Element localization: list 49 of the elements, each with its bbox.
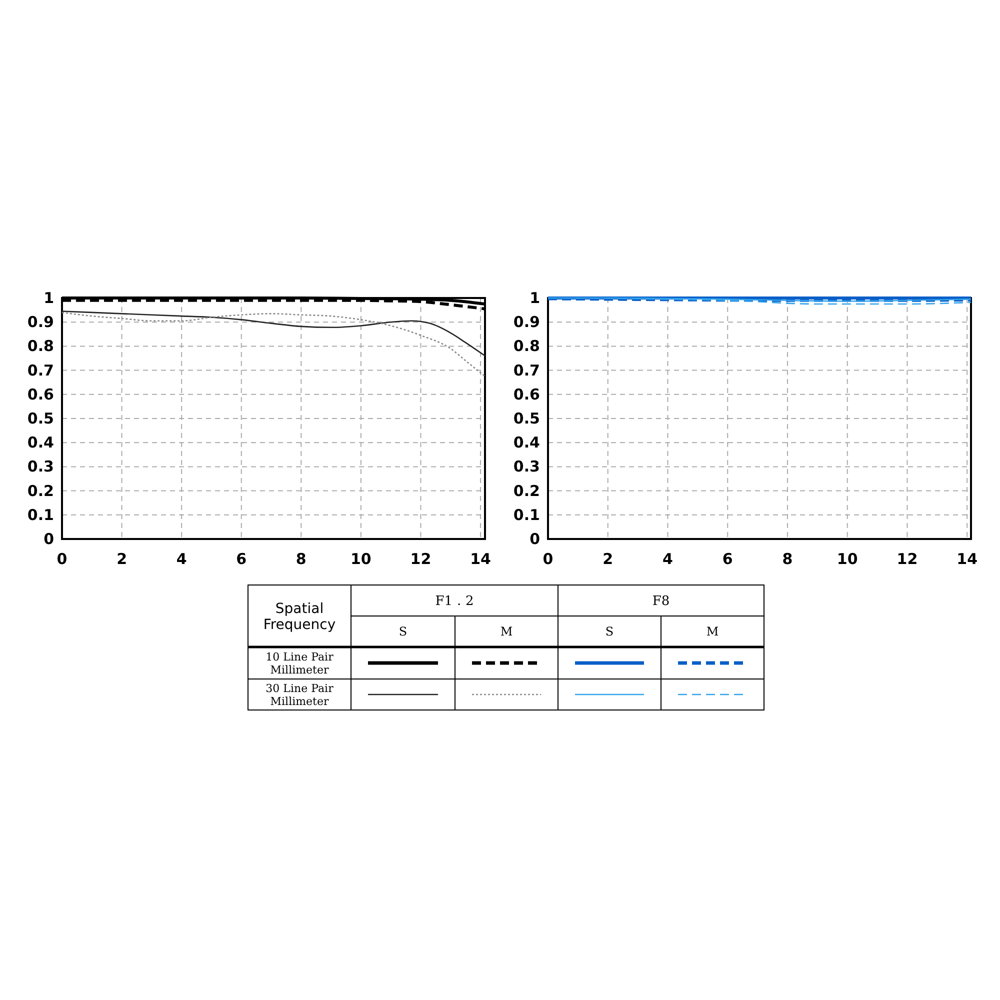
y-tick-label: 0.7: [27, 361, 54, 380]
text: 30 Line Pair Millimeter: [266, 682, 334, 708]
x-tick-label: 6: [236, 550, 247, 568]
y-tick-label: 0.9: [27, 313, 54, 332]
x-tick-label: 4: [176, 550, 187, 568]
y-tick-label: 0.1: [513, 506, 540, 524]
y-tick-label: 0.3: [27, 458, 54, 476]
x-tick-label: 2: [116, 550, 128, 568]
x-tick-label: 8: [296, 550, 306, 568]
y-tick-label: 0.3: [513, 458, 540, 476]
y-tick-label: 0.2: [513, 482, 540, 500]
y-tick-label: 0.5: [513, 410, 540, 428]
line-series: [61, 312, 486, 377]
y-tick-label: 0.8: [27, 337, 54, 356]
y-tick-label: 1: [530, 289, 540, 307]
y-tick-label: 1: [44, 289, 54, 307]
y-tick-label: 0.5: [27, 410, 54, 428]
x-tick-label: 14: [470, 550, 491, 568]
x-tick-label: 14: [956, 550, 978, 568]
text: M: [706, 624, 719, 639]
y-tick-label: 0.4: [513, 434, 540, 452]
text: S: [605, 624, 614, 639]
text: 10 Line Pair Millimeter: [266, 650, 334, 676]
text: F1．2: [435, 594, 474, 610]
x-tick-label: 10: [350, 550, 372, 568]
y-tick-label: 0.6: [513, 385, 540, 404]
text: S: [398, 624, 408, 639]
x-tick-label: 12: [410, 550, 432, 568]
x-tick-label: 2: [602, 550, 614, 568]
x-tick-label: 12: [896, 550, 918, 568]
y-tick-label: 0.7: [513, 361, 540, 380]
x-tick-label: 0: [56, 550, 68, 568]
y-tick-label: 0: [44, 530, 54, 548]
y-tick-label: 0.1: [27, 506, 54, 524]
x-tick-label: 10: [836, 550, 858, 568]
x-tick-label: 6: [722, 550, 733, 568]
y-tick-label: 0: [530, 530, 540, 548]
y-tick-label: 0.6: [27, 385, 54, 404]
y-tick-label: 0.9: [513, 313, 540, 332]
x-tick-label: 8: [782, 550, 793, 568]
x-tick-label: 4: [662, 550, 673, 568]
text: F8: [652, 594, 670, 610]
y-tick-label: 0.2: [27, 482, 54, 500]
x-tick-label: 0: [542, 550, 554, 568]
y-tick-label: 0.4: [27, 434, 54, 452]
text: M: [500, 624, 513, 639]
text: Spatial Frequency: [263, 600, 336, 633]
line-series: [61, 310, 486, 356]
y-tick-label: 0.8: [513, 337, 540, 356]
